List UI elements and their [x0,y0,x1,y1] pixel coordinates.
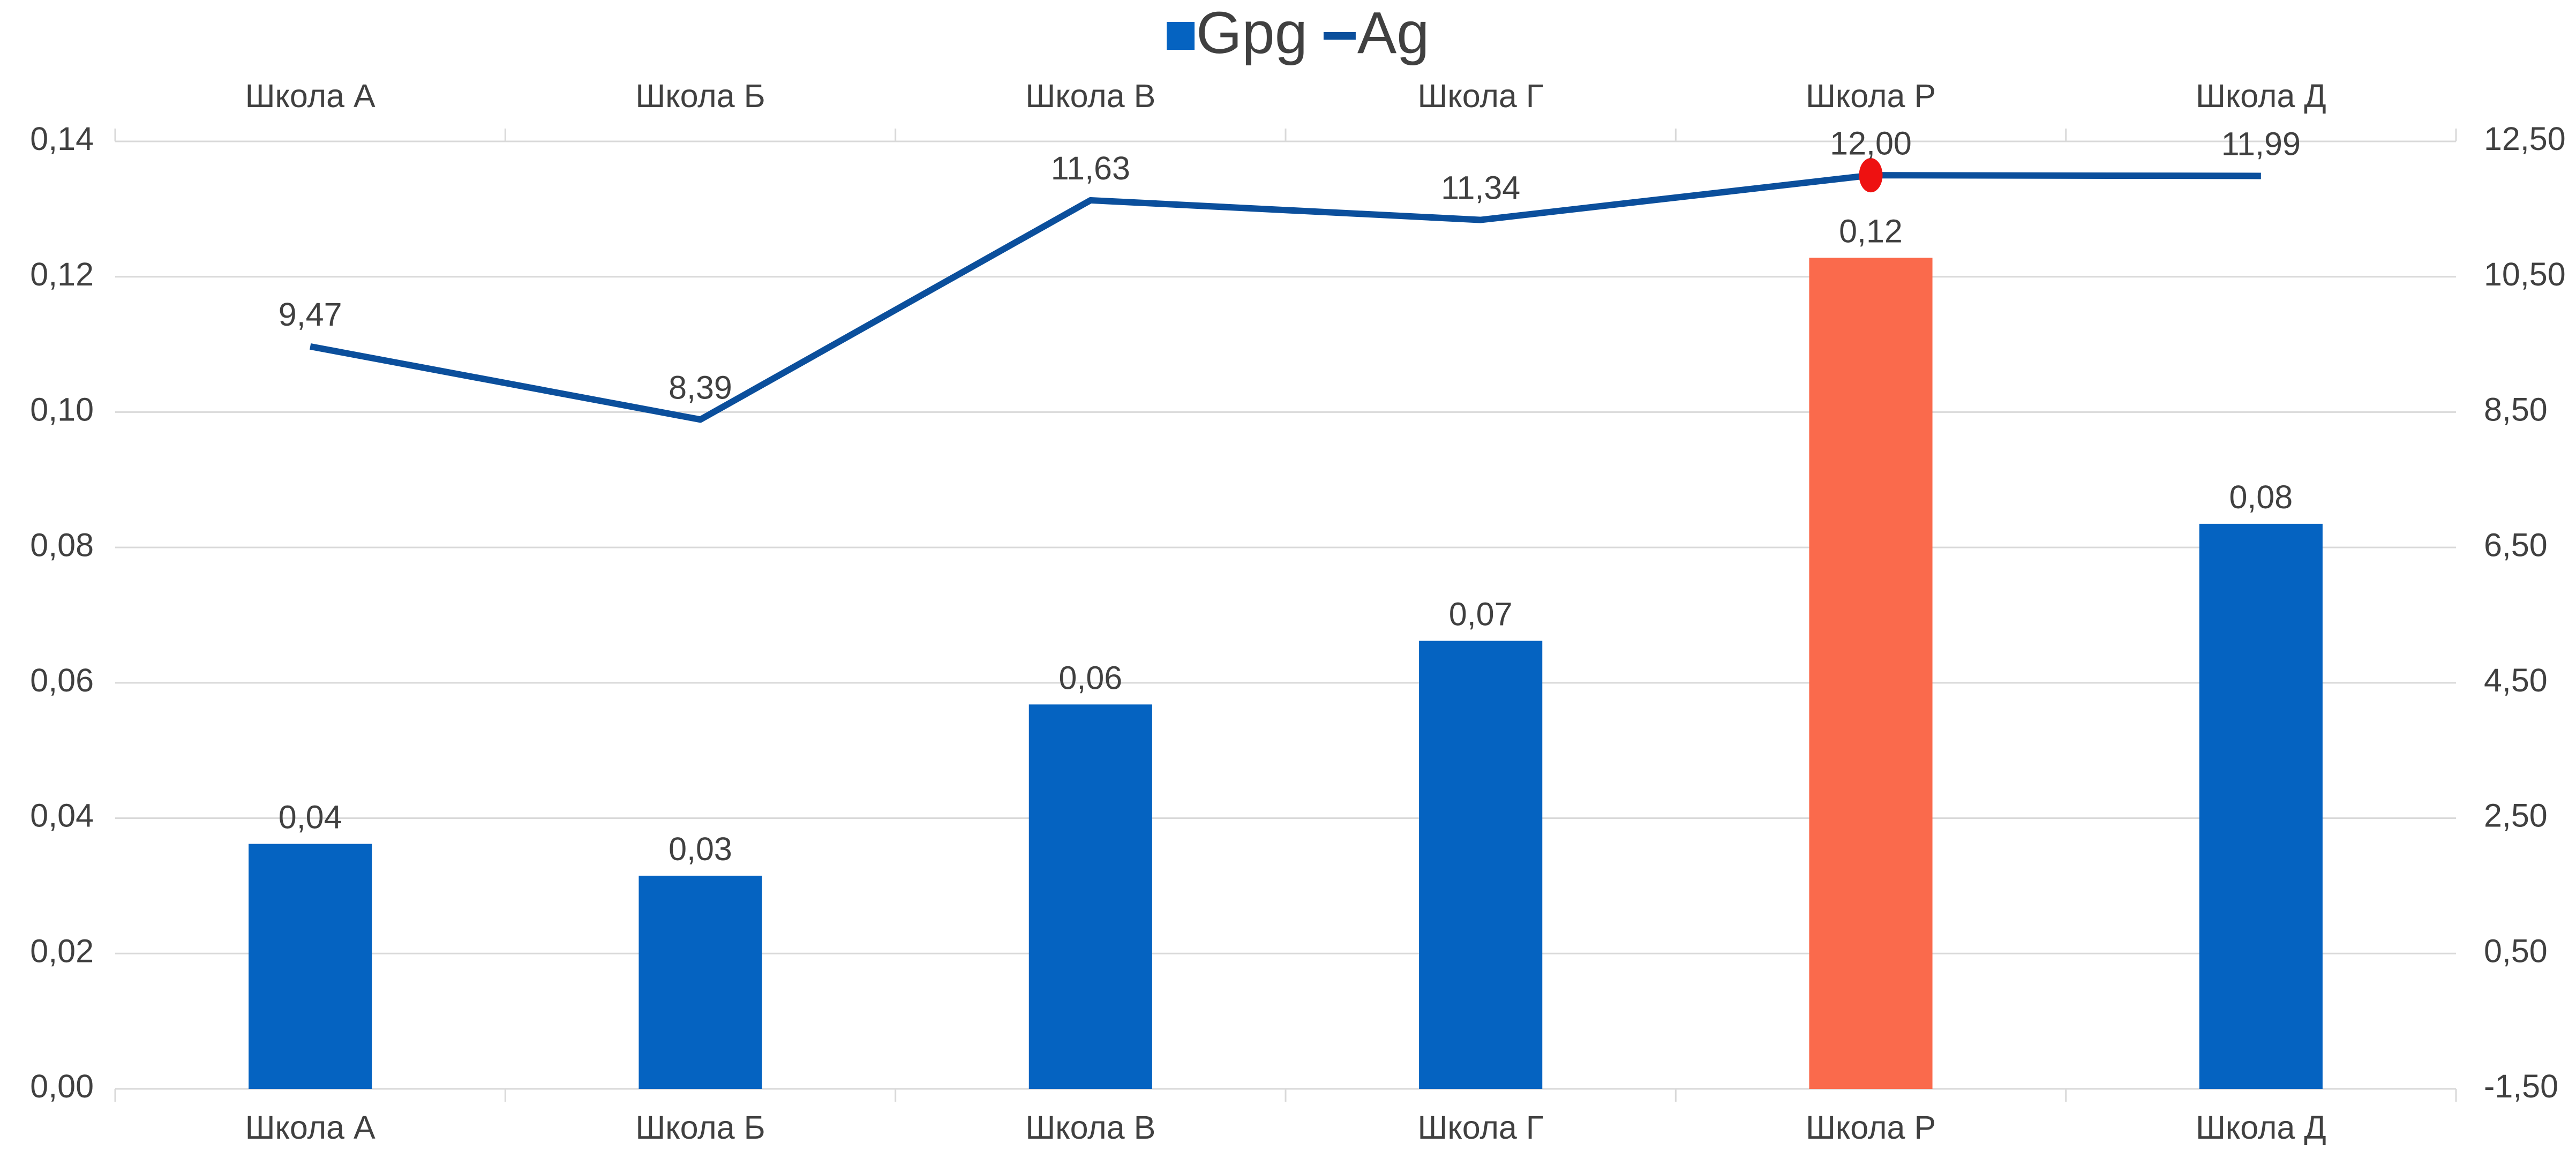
data-label: 8,39 [669,369,732,405]
y2-tick-label: 10,50 [2484,256,2566,292]
y2-tick-label: 4,50 [2484,662,2548,698]
y2-tick-label: -1,50 [2484,1068,2558,1104]
x-tick-label-top: Школа В [1025,78,1155,114]
y-tick-label: 0,10 [30,392,94,428]
x-tick-label-top: Школа Р [1806,78,1936,114]
x-tick-label-top: Школа Б [635,78,765,114]
x-tick-label: Школа Р [1806,1109,1936,1146]
x-tick-label: Школа Д [2196,1109,2326,1146]
line [310,172,2261,423]
y-tick-label: 0,00 [30,1068,94,1104]
y-tick-label: 0,06 [30,662,94,698]
y2-tick-label: 0,50 [2484,932,2548,969]
y-tick-label: 0,08 [30,526,94,563]
data-label: 11,99 [2221,126,2301,162]
legend-label: Ag [1357,0,1430,66]
x-tick-label-top: Школа Г [1417,78,1543,114]
data-label: 11,34 [1441,170,1520,206]
y2-tick-label: 12,50 [2484,121,2566,157]
bar [639,875,762,1089]
data-label: 12,00 [1830,125,1912,161]
y-tick-label: 0,02 [30,932,94,969]
data-label: 0,04 [279,799,342,836]
data-label: 0,03 [669,831,732,867]
x-tick-label: Школа А [245,1109,375,1146]
legend-label: Gpg [1196,0,1308,66]
data-label: 0,12 [1839,213,1903,249]
line-marker [1859,158,1883,193]
y2-tick-label: 6,50 [2484,526,2548,563]
bar [1028,704,1152,1089]
x-tick-label: Школа Г [1417,1109,1543,1146]
x-tick-label-top: Школа Д [2196,78,2326,114]
y-tick-label: 0,14 [30,121,94,157]
y2-tick-label: 2,50 [2484,798,2548,834]
x-tick-label: Школа В [1025,1109,1155,1146]
data-label: 0,07 [1449,596,1513,633]
x-tick-label: Школа Б [635,1109,765,1146]
y2-tick-label: 8,50 [2484,392,2548,428]
data-label: 11,63 [1051,150,1130,186]
data-label: 0,08 [2229,479,2293,515]
bar [2199,523,2323,1089]
bar [249,844,372,1089]
legend-swatch [1167,22,1195,50]
bar [1419,641,1543,1089]
x-tick-label-top: Школа А [245,78,375,114]
y-tick-label: 0,12 [30,256,94,292]
data-label: 9,47 [279,296,342,333]
y-tick-label: 0,04 [30,798,94,834]
bar [1809,258,1933,1089]
data-label: 0,06 [1058,659,1122,696]
